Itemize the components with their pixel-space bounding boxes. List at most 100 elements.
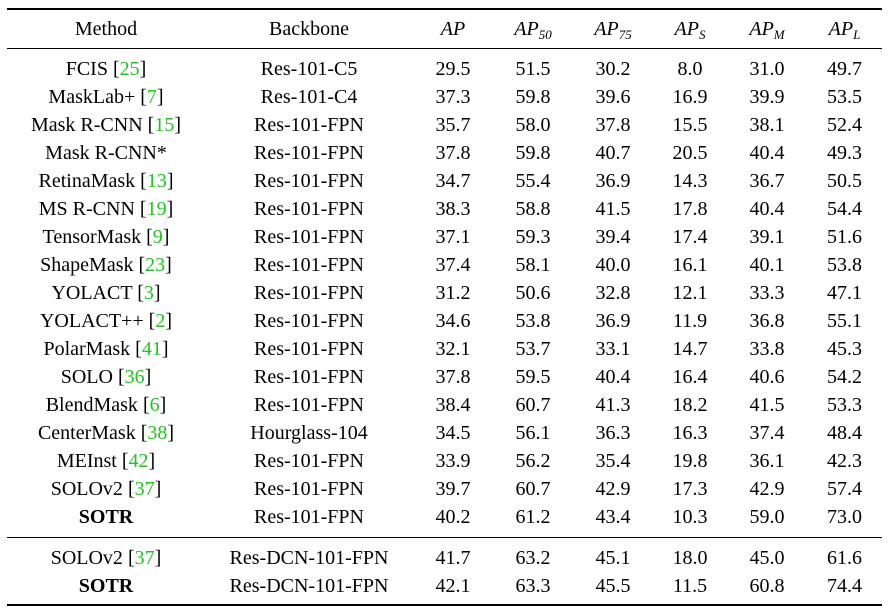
- backbone-cell: Res-101-FPN: [253, 478, 364, 500]
- header-apm: APM: [727, 9, 807, 49]
- value-aps: 16.4: [672, 366, 708, 388]
- table-row: MaskLab+ [7] Res-101-C4 37.3 59.8 39.6 16.9 39…: [7, 83, 882, 111]
- table-row: SOTR Res-DCN-101-FPN 42.1 63.3 45.5 11.5 60.8 7…: [7, 572, 882, 605]
- method-name: MS R-CNN: [38, 198, 135, 220]
- value-apl: 47.1: [827, 282, 862, 304]
- value-apl: 53.3: [827, 394, 862, 416]
- table-row: PolarMask [41] Res-101-FPN 32.1 53.7 33.1 14.…: [7, 335, 882, 363]
- value-aps: 17.3: [672, 478, 708, 500]
- table-row: SOLOv2 [37] Res-DCN-101-FPN 41.7 63.2 45.1 18…: [7, 538, 882, 573]
- header-apm-sub: M: [773, 27, 785, 42]
- value-apm: 38.1: [749, 114, 785, 136]
- value-aps: 12.1: [672, 282, 708, 304]
- backbone-cell: Res-101-FPN: [253, 142, 364, 164]
- value-ap: 34.7: [435, 170, 471, 192]
- method-name: CenterMask: [37, 422, 136, 444]
- value-apl: 51.6: [827, 226, 862, 248]
- table-row: Mask R-CNN* Res-101-FPN 37.8 59.8 40.7 20.5 40…: [7, 139, 882, 167]
- value-apm: 59.0: [749, 506, 785, 528]
- value-ap75: 45.5: [595, 575, 631, 597]
- value-ap: 41.7: [435, 547, 471, 569]
- value-apm: 40.4: [749, 198, 785, 220]
- method-name: YOLACT: [51, 282, 133, 304]
- method-cell: SOLOv2 [37]: [50, 547, 162, 569]
- value-ap: 42.1: [435, 575, 471, 597]
- value-apm: 40.4: [749, 142, 785, 164]
- method-name: Mask R-CNN: [30, 114, 143, 136]
- method-name: ShapeMask: [40, 254, 134, 276]
- method-cell: Mask R-CNN*: [7, 139, 205, 167]
- value-ap50: 58.0: [515, 114, 551, 136]
- value-apl: 57.4: [827, 478, 862, 500]
- header-ap-base: AP: [440, 18, 466, 40]
- value-ap: 38.3: [435, 198, 471, 220]
- value-aps: 8.0: [677, 58, 703, 80]
- method-name: MEInst: [56, 450, 117, 472]
- value-apm: 36.1: [749, 450, 785, 472]
- method-name: YOLACT++: [39, 310, 144, 332]
- method-name: MaskLab+: [48, 86, 136, 108]
- value-aps: 18.2: [672, 394, 708, 416]
- table-row: SOLO [36] Res-101-FPN 37.8 59.5 40.4 16.4 40.6…: [7, 363, 882, 391]
- citation-ref: 42: [128, 450, 149, 472]
- header-ap75: AP75: [573, 9, 653, 49]
- method-cell: TensorMask [9]: [42, 226, 170, 248]
- backbone-cell: Res-101-FPN: [253, 450, 364, 472]
- value-ap50: 59.5: [515, 366, 551, 388]
- method-cell: YOLACT [3]: [51, 282, 161, 304]
- backbone-cell: Res-101-C4: [260, 86, 358, 108]
- value-apm: 40.6: [749, 366, 785, 388]
- value-apl: 45.3: [827, 338, 862, 360]
- value-ap50: 59.3: [515, 226, 551, 248]
- backbone-cell: Res-DCN-101-FPN: [229, 575, 389, 597]
- value-ap75: 36.9: [595, 310, 631, 332]
- value-apl: 74.4: [827, 575, 862, 597]
- value-aps: 16.1: [672, 254, 708, 276]
- value-apl: 52.4: [827, 114, 862, 136]
- citation-ref: 13: [146, 170, 167, 192]
- table-row: CenterMask [38] Hourglass-104 34.5 56.1 36.3…: [7, 419, 882, 447]
- citation-ref: 25: [119, 58, 140, 80]
- value-aps: 19.8: [672, 450, 708, 472]
- backbone-cell: Res-101-FPN: [253, 366, 364, 388]
- header-ap50: AP50: [493, 9, 573, 49]
- backbone-cell: Res-101-FPN: [253, 114, 364, 136]
- header-aps: APS: [653, 9, 727, 49]
- header-apm-base: AP: [749, 18, 774, 40]
- value-apl: 54.2: [827, 366, 862, 388]
- value-ap: 35.7: [435, 114, 471, 136]
- header-ap: AP: [413, 9, 493, 49]
- method-cell: SOLO [36]: [60, 366, 152, 388]
- method-name: BlendMask: [45, 394, 138, 416]
- value-ap: 37.8: [435, 366, 471, 388]
- value-ap75: 40.0: [595, 254, 631, 276]
- method-cell: RetinaMask [13]: [38, 170, 174, 192]
- table-row: ShapeMask [23] Res-101-FPN 37.4 58.1 40.0 16.…: [7, 251, 882, 279]
- header-aps-sub: S: [698, 27, 706, 42]
- value-ap50: 59.8: [515, 142, 551, 164]
- citation-ref: 37: [134, 547, 155, 569]
- table-body-dcn: SOLOv2 [37] Res-DCN-101-FPN 41.7 63.2 45.1 18…: [7, 537, 882, 605]
- value-ap75: 40.7: [595, 142, 631, 164]
- value-apm: 42.9: [749, 478, 785, 500]
- header-ap50-base: AP: [514, 18, 539, 40]
- value-ap75: 41.5: [595, 198, 631, 220]
- value-ap50: 60.7: [515, 478, 551, 500]
- header-row: Method Backbone AP AP50 AP75 APS APM APL: [7, 9, 882, 49]
- backbone-cell: Res-101-C5: [260, 58, 358, 80]
- value-aps: 17.4: [672, 226, 708, 248]
- value-ap50: 58.1: [515, 254, 551, 276]
- table-row: FCIS [25] Res-101-C5 29.5 51.5 30.2 8.0 31.0 49…: [7, 49, 882, 84]
- citation-ref: 38: [147, 422, 168, 444]
- backbone-cell: Res-101-FPN: [253, 506, 364, 528]
- method-name: SOTR: [78, 575, 134, 597]
- value-apl: 61.6: [827, 547, 862, 569]
- backbone-cell: Res-101-FPN: [253, 198, 364, 220]
- value-ap75: 39.4: [595, 226, 631, 248]
- header-method: Method: [74, 18, 138, 40]
- value-ap75: 36.3: [595, 422, 631, 444]
- citation-ref: 3: [143, 282, 154, 304]
- value-apm: 40.1: [749, 254, 785, 276]
- value-ap50: 61.2: [515, 506, 551, 528]
- citation-ref: 15: [154, 114, 175, 136]
